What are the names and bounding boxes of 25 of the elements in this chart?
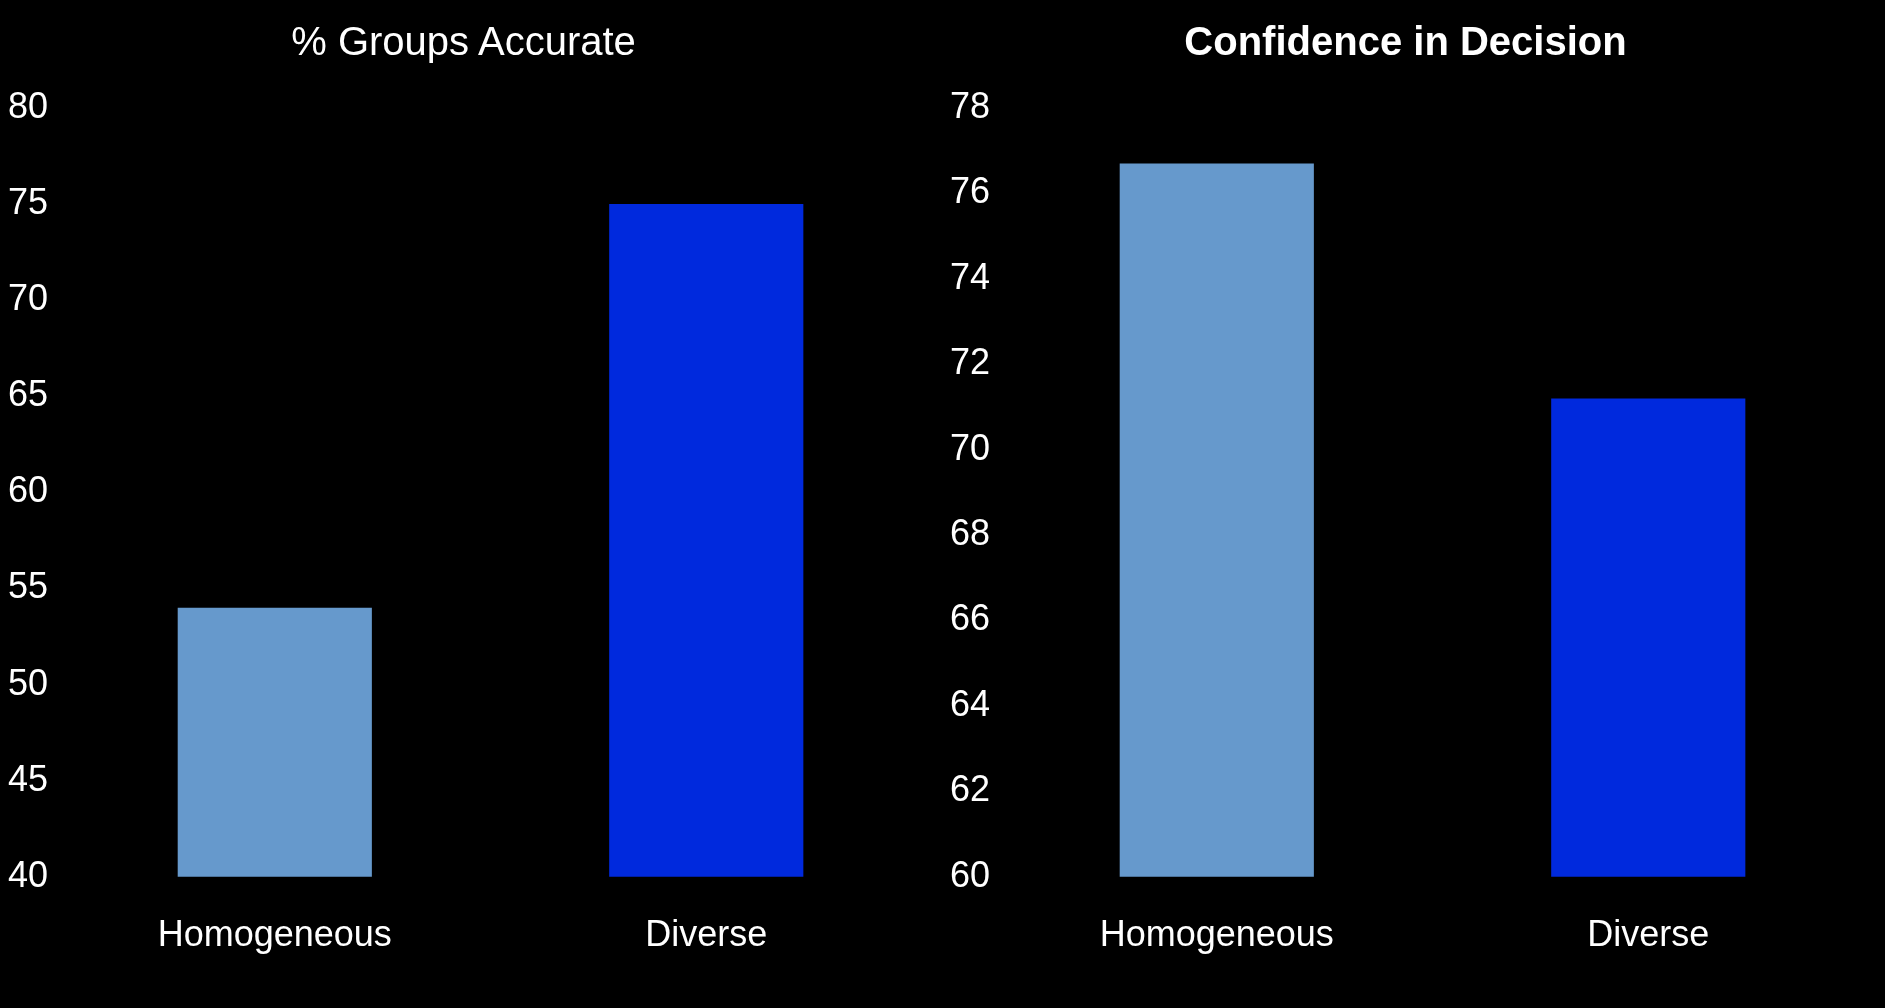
chart-title: Confidence in Decision (1184, 19, 1627, 64)
y-tick-label: 60 (950, 853, 991, 895)
y-tick-label: 60 (8, 469, 49, 511)
y-tick-label: 80 (8, 84, 49, 126)
y-tick-label: 40 (8, 853, 49, 895)
x-tick-label: Diverse (645, 913, 768, 955)
y-tick-label: 70 (8, 277, 49, 319)
y-tick-label: 55 (8, 565, 49, 607)
y-tick-label: 75 (8, 181, 49, 223)
x-tick-label: Homogeneous (157, 913, 392, 955)
chart-title: % Groups Accurate (291, 19, 636, 64)
y-tick-label: 72 (950, 341, 991, 383)
y-tick-label: 66 (950, 597, 991, 639)
x-tick-label: Diverse (1587, 913, 1710, 955)
y-tick-label: 68 (950, 512, 991, 554)
y-tick-label: 45 (8, 757, 49, 799)
y-tick-label: 62 (950, 768, 991, 810)
y-tick-label: 76 (950, 170, 991, 212)
y-tick-label: 50 (8, 661, 49, 703)
y-tick-label: 70 (950, 426, 991, 468)
y-tick-label: 64 (950, 682, 991, 724)
x-tick-label: Homogeneous (1099, 913, 1334, 955)
y-tick-label: 74 (950, 255, 991, 297)
y-tick-label: 65 (8, 373, 49, 415)
y-tick-label: 78 (950, 84, 991, 126)
